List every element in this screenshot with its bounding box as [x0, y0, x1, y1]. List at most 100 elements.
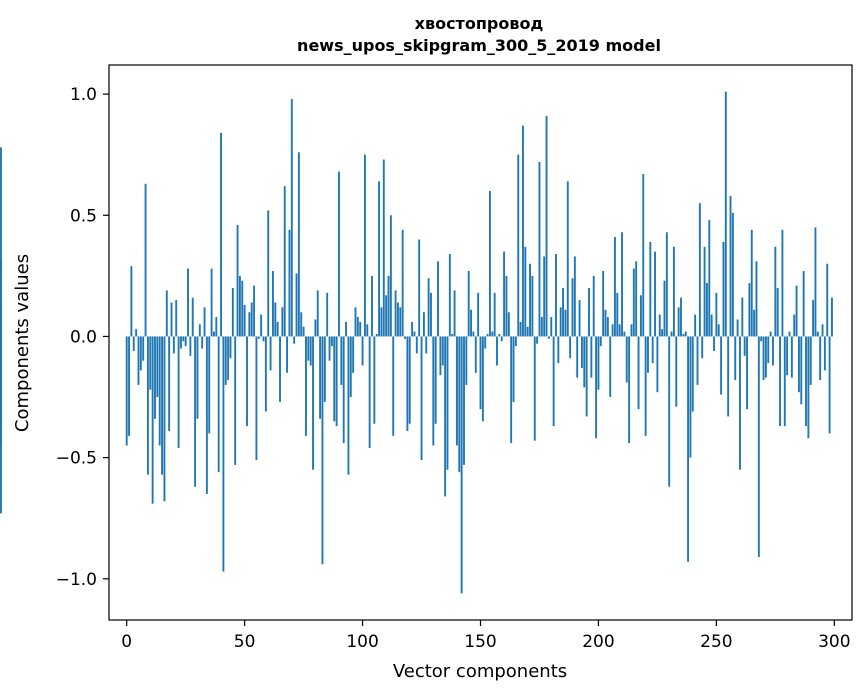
bar — [361, 336, 364, 366]
bar — [831, 297, 833, 337]
bar — [198, 324, 201, 337]
bar — [559, 307, 562, 337]
bar — [809, 336, 812, 385]
bar — [312, 336, 314, 470]
bar — [517, 154, 520, 337]
bar — [588, 287, 590, 337]
bar — [741, 297, 744, 337]
bar — [654, 251, 656, 337]
bar — [432, 336, 435, 446]
bar — [724, 91, 727, 337]
bar — [293, 336, 296, 344]
bar — [158, 336, 161, 446]
bar — [632, 268, 635, 337]
bar — [602, 271, 605, 337]
bar — [392, 336, 395, 436]
bar — [194, 336, 197, 487]
bar — [536, 336, 539, 344]
bar — [592, 275, 595, 337]
bar — [399, 307, 402, 337]
bar — [496, 336, 498, 366]
bar — [800, 336, 803, 405]
bar — [651, 336, 654, 364]
bar — [274, 302, 277, 337]
bar — [354, 307, 357, 337]
bar — [755, 261, 758, 337]
bar — [380, 307, 383, 337]
bar — [248, 312, 251, 337]
bar — [441, 336, 444, 366]
bar — [224, 336, 227, 385]
bar — [743, 336, 746, 356]
bar — [812, 300, 815, 337]
bar — [401, 229, 404, 337]
bar — [533, 336, 536, 441]
bar — [463, 336, 465, 465]
bar — [580, 336, 583, 368]
bar — [736, 319, 739, 337]
bar — [455, 336, 458, 446]
bar — [687, 336, 690, 562]
bar — [151, 336, 154, 504]
bar — [446, 336, 449, 470]
bar — [271, 271, 274, 337]
bar — [243, 304, 246, 337]
bar — [0, 258, 2, 337]
bar — [590, 336, 593, 378]
bar — [555, 254, 557, 337]
bar — [705, 283, 708, 337]
bar — [675, 336, 678, 407]
y-tick-label: 1.0 — [70, 85, 97, 105]
plot-frame — [108, 64, 853, 621]
x-tick-label: 200 — [582, 632, 614, 652]
bar — [569, 336, 572, 359]
bar — [776, 287, 779, 337]
bar — [630, 324, 633, 337]
bar — [189, 336, 192, 356]
bar — [394, 290, 397, 337]
bar — [823, 336, 826, 371]
bar — [302, 326, 305, 337]
bar — [566, 181, 569, 337]
bar — [562, 287, 564, 337]
bar — [250, 302, 253, 337]
bar — [599, 336, 602, 347]
bar — [420, 336, 423, 461]
x-tick-label: 250 — [700, 632, 732, 652]
bar — [220, 132, 222, 337]
bar — [597, 336, 600, 390]
bar — [717, 324, 720, 337]
bar — [267, 210, 270, 337]
bar — [205, 336, 208, 494]
bar — [739, 336, 741, 470]
bar — [375, 334, 378, 337]
bar — [639, 295, 642, 337]
bar — [481, 336, 484, 422]
bar — [821, 324, 824, 337]
bar — [663, 280, 666, 337]
bar — [139, 336, 142, 371]
bar — [595, 336, 598, 439]
bar — [670, 331, 673, 337]
bar — [425, 336, 428, 354]
bar — [281, 307, 284, 337]
bar — [307, 336, 310, 361]
bar — [276, 321, 279, 337]
bar — [314, 319, 317, 337]
x-tick-label: 150 — [464, 632, 496, 652]
bar — [231, 287, 234, 337]
bar — [182, 336, 185, 342]
bar — [491, 331, 494, 337]
bar — [764, 336, 767, 378]
y-tick-label: −1.0 — [56, 570, 97, 590]
bar — [621, 232, 623, 337]
chart-title: хвостопровод — [415, 14, 544, 33]
y-axis-label: Components values — [12, 254, 33, 432]
bar — [519, 321, 522, 337]
bar — [710, 314, 713, 337]
x-tick-label: 100 — [346, 632, 378, 652]
bar — [467, 271, 470, 337]
bar — [512, 336, 515, 402]
bar — [430, 292, 432, 337]
